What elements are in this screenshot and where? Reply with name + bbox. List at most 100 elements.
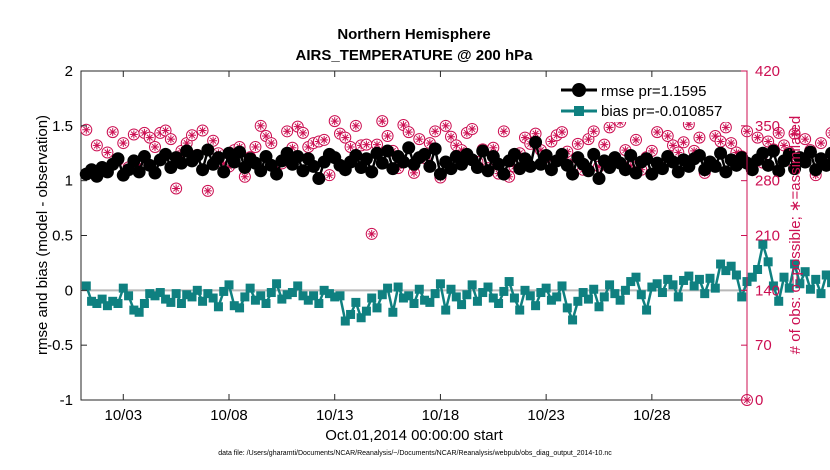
bias-point [811, 274, 821, 284]
obs-marker [445, 130, 457, 143]
bias-point [520, 285, 530, 295]
bias-point [504, 277, 514, 287]
bias-series [81, 239, 830, 326]
bias-point [626, 277, 636, 287]
bias-point [124, 291, 134, 301]
obs-marker [556, 126, 568, 139]
bias-point [108, 296, 118, 306]
bias-point [795, 279, 805, 289]
obs-marker [149, 140, 161, 153]
bias-point [134, 307, 144, 317]
obs-marker [265, 137, 278, 150]
bias-point [816, 289, 826, 299]
rmse-point [159, 147, 173, 161]
y-right-tick-label: 0 [755, 392, 763, 409]
bias-point [145, 289, 155, 299]
bias-point [404, 291, 414, 301]
bias-point [97, 294, 107, 304]
y-right-tick-label: 140 [755, 282, 780, 299]
bias-point [451, 292, 461, 302]
rmse-point [529, 135, 543, 149]
rmse-point [819, 158, 830, 172]
bias-point [668, 280, 678, 290]
bias-point [721, 266, 731, 276]
obs-marker [693, 131, 706, 144]
bias-point [92, 298, 102, 308]
bias-point [446, 284, 456, 294]
obs-marker [80, 123, 93, 136]
rmse-point [719, 165, 733, 179]
bias-point [800, 267, 810, 277]
bias-point [425, 297, 435, 307]
rmse-point [190, 148, 204, 162]
rmse-point [803, 145, 817, 159]
obs-marker [323, 169, 336, 182]
rmse-point [523, 159, 537, 173]
rmse-point [381, 144, 395, 158]
y-tick-label: 0 [65, 282, 73, 299]
rmse-point [513, 162, 527, 176]
bias-point [393, 282, 403, 292]
rmse-point [555, 147, 569, 161]
bias-point [805, 284, 815, 294]
bias-point [219, 286, 229, 296]
obs-marker [603, 121, 616, 134]
rmse-point [645, 167, 659, 181]
bias-point [483, 282, 493, 292]
x-tick-label: 10/13 [316, 407, 354, 424]
y-axis-label: rmse and bias (model - observation) [34, 115, 51, 355]
bias-point [610, 289, 620, 299]
rmse-point [539, 148, 553, 162]
bias-point [87, 296, 97, 306]
obs-marker [630, 133, 642, 146]
bias-point [568, 315, 578, 325]
rmse-point [365, 165, 379, 179]
bias-point [398, 293, 408, 303]
rmse-point [402, 141, 416, 155]
bias-point [552, 292, 562, 302]
obs-marker [725, 137, 738, 150]
obs-marker [196, 124, 209, 137]
y-right-tick-label: 70 [755, 337, 772, 354]
bias-point [631, 272, 641, 282]
bias-point [763, 257, 773, 267]
rmse-point [492, 157, 506, 171]
bias-point [303, 295, 313, 305]
bias-point [462, 290, 472, 300]
rmse-point [455, 157, 469, 171]
obs-marker [164, 133, 177, 146]
obs-marker [587, 125, 600, 138]
bias-point [821, 270, 830, 280]
bias-point [620, 285, 630, 295]
y-tick-label: 1.5 [52, 118, 73, 135]
obs-marker [254, 119, 267, 132]
bias-point [472, 296, 482, 306]
bias-point [441, 305, 451, 315]
bias-point [488, 293, 498, 303]
y-right-tick-label: 280 [755, 173, 780, 190]
rmse-point [640, 152, 654, 166]
rmse-point [470, 161, 484, 175]
obs-marker [281, 125, 294, 138]
bias-point [679, 275, 689, 285]
bias-point [319, 285, 329, 295]
bias-point [594, 302, 604, 312]
rmse-point [666, 155, 680, 169]
obs-marker [429, 125, 442, 138]
rmse-point [196, 163, 210, 177]
obs-marker [466, 122, 479, 135]
obs-marker [328, 115, 341, 128]
y-right-tick-label: 210 [755, 228, 780, 245]
bias-point [346, 309, 356, 319]
bias-point [129, 305, 139, 315]
obs-marker [349, 119, 362, 132]
bias-point [383, 283, 393, 293]
rmse-point [655, 162, 669, 176]
legend-bias-marker [574, 106, 584, 116]
obs-marker [170, 182, 183, 195]
rmse-series [79, 135, 830, 185]
rmse-point [825, 146, 830, 160]
bias-point [245, 283, 255, 293]
bias-point [599, 292, 609, 302]
rmse-point [708, 159, 722, 173]
